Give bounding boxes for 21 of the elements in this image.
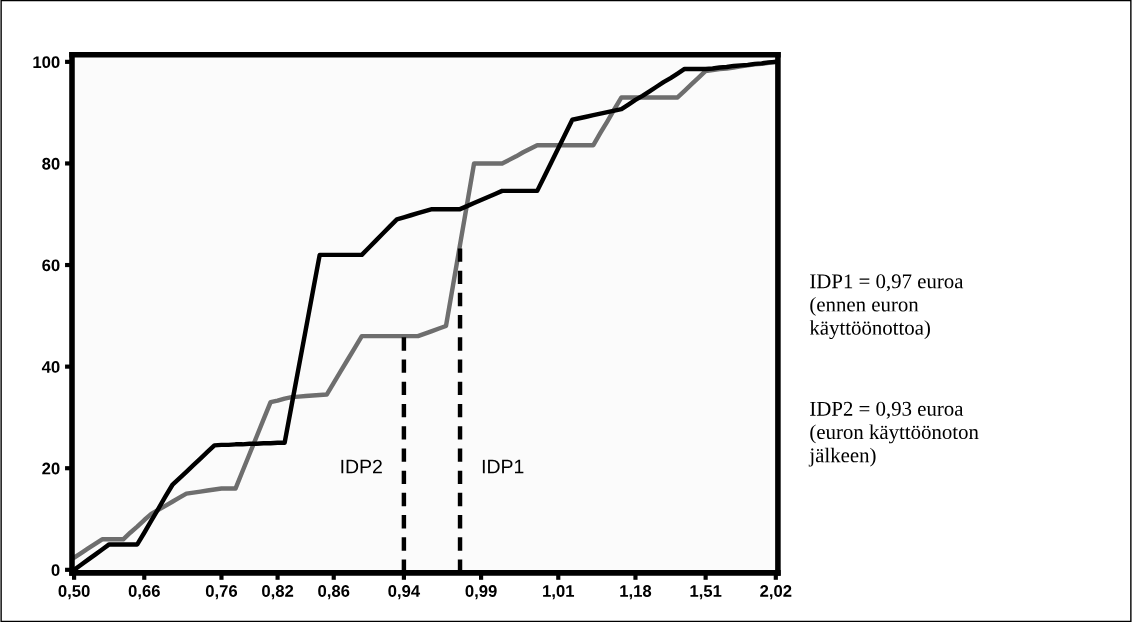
x-tick-label: 1,18	[620, 585, 652, 600]
x-tick-label: 0,50	[58, 585, 90, 600]
x-tick-label: 0,66	[128, 585, 160, 600]
y-tick-label: 100	[33, 56, 60, 69]
x-tick-label: 2,02	[760, 585, 792, 600]
text: IDP1 = 0,97 euroa (ennen euron käyttöönottoa)	[809, 274, 964, 340]
ref-line-label: IDP2	[341, 459, 382, 474]
annotation: IDP1	[482, 459, 524, 474]
x-tick-label: 0,82	[262, 585, 294, 600]
y-tick-label: 40	[41, 361, 60, 373]
y-tick-label: 0	[51, 564, 60, 577]
x-tick-label: 0,99	[465, 585, 497, 600]
x-tick-label: 1,01	[543, 585, 575, 600]
x-tick-label: 0,94	[388, 585, 421, 600]
x-tick-label: 0,86	[318, 585, 350, 600]
x-tick-label: 1,51	[690, 585, 722, 600]
y-tick-label: 20	[42, 462, 60, 475]
text: IDP2 = 0,93 euroa (euron käyttöönoton jälkeen)	[808, 401, 979, 467]
y-tick-label: 60	[42, 259, 60, 272]
x-tick-label: 0,76	[205, 585, 238, 600]
y-tick-label: 80	[42, 157, 60, 170]
